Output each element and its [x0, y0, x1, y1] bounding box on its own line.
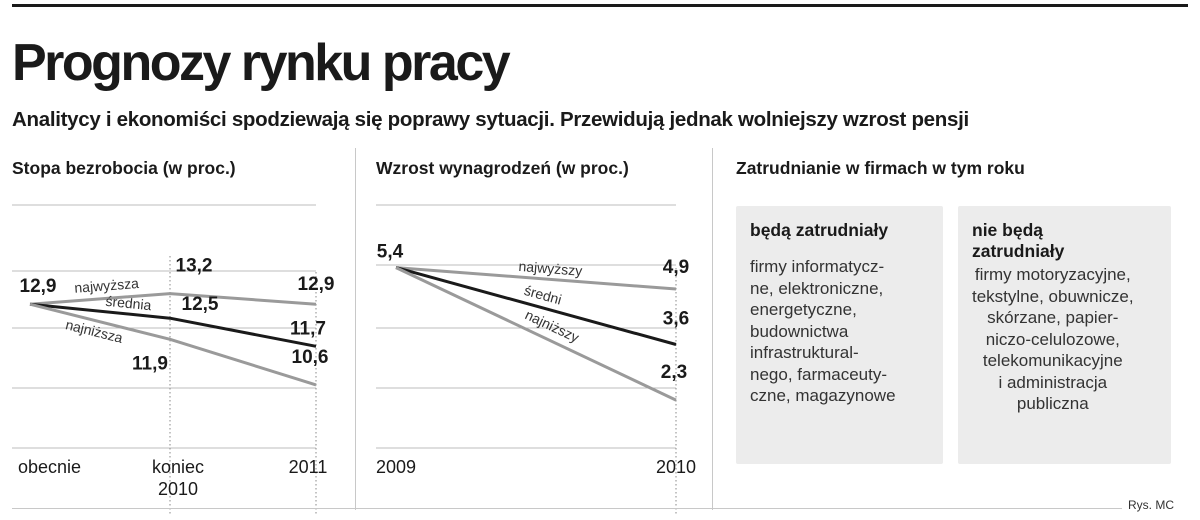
will-not-hire-line: i administracja — [998, 372, 1108, 392]
wages-chart: najwyższy5,44,9średni3,6najniższy2,32009… — [376, 204, 696, 516]
page-title: Prognozy rynku pracy — [12, 34, 511, 92]
will-not-hire-line: firmy motoryzacyjne, — [974, 265, 1131, 284]
series-line-1 — [29, 302, 317, 348]
will-not-hire-box: nie będą zatrudniały firmy motoryzacyjne… — [958, 206, 1171, 464]
will-hire-title: będą zatrudniały — [750, 220, 889, 240]
data-label: 12,9 — [298, 274, 335, 295]
bottom-rule — [12, 508, 1122, 509]
data-label: 2,3 — [661, 362, 687, 383]
wages-chart-title: Wzrost wynagrodzeń (w proc.) — [376, 158, 629, 178]
will-hire-line: budownictwa — [750, 321, 849, 341]
employment-heading: Zatrudnianie w firmach w tym roku — [736, 158, 1025, 178]
will-not-hire-line: niczo-celulozowe, — [985, 329, 1120, 349]
data-label: 12,9 — [20, 276, 57, 297]
series-line-2 — [395, 266, 677, 402]
x-tick-label: koniec — [152, 457, 204, 477]
data-label: 13,2 — [176, 256, 213, 277]
will-not-hire-line: telekomunikacyjne — [982, 351, 1123, 370]
will-hire-line: nego, farmaceuty- — [750, 364, 888, 384]
series-name-label: najwyższa — [74, 275, 140, 296]
x-tick-label: 2009 — [376, 457, 416, 477]
series-line-0 — [395, 266, 677, 291]
will-not-hire-line: publiczna — [1016, 394, 1089, 413]
will-hire-line: infrastruktural- — [750, 343, 859, 362]
series-name-label: najwyższy — [518, 258, 583, 279]
data-label: 11,9 — [132, 353, 168, 374]
x-tick-label: obecnie — [18, 457, 81, 477]
will-not-hire-line: tekstylne, obuwnicze, — [972, 286, 1134, 306]
will-not-hire-line: skórzane, papier- — [987, 308, 1119, 327]
panel-divider-1 — [355, 148, 356, 510]
page-subtitle: Analitycy i ekonomiści spodziewają się p… — [12, 108, 969, 131]
top-rule — [12, 4, 1188, 7]
series-line-1 — [395, 266, 677, 346]
will-not-hire-title: nie będą zatrudniały — [972, 220, 1064, 262]
data-label: 3,6 — [663, 309, 689, 330]
data-label: 5,4 — [377, 242, 404, 263]
will-hire-sectors: firmy informatycz- ne, elektroniczne, en… — [750, 256, 896, 407]
data-label: 12,5 — [182, 294, 219, 315]
x-tick-label: 2010 — [158, 479, 198, 499]
will-not-hire-title-line: zatrudniały — [972, 241, 1065, 261]
will-not-hire-title-line: nie będą — [972, 220, 1043, 240]
series-line-0 — [29, 292, 317, 306]
panel-divider-2 — [712, 148, 713, 510]
credit: Rys. MC — [1128, 498, 1174, 512]
will-hire-line: ne, elektroniczne, — [750, 278, 884, 298]
x-tick-label: 2011 — [289, 457, 328, 477]
data-label: 4,9 — [663, 257, 689, 278]
will-hire-line: firmy informatycz- — [750, 257, 885, 276]
will-hire-box: będą zatrudniały firmy informatycz- ne, … — [736, 206, 943, 464]
series-name-label: najniższy — [523, 306, 582, 345]
will-hire-line: energetyczne, — [750, 300, 857, 319]
series-name-label: średnia — [105, 293, 152, 314]
will-not-hire-sectors: firmy motoryzacyjne, tekstylne, obuwnicz… — [972, 264, 1134, 415]
data-label: 10,6 — [292, 347, 329, 368]
x-tick-label: 2010 — [656, 457, 696, 477]
unemployment-chart-title: Stopa bezrobocia (w proc.) — [12, 158, 236, 178]
data-label: 11,7 — [290, 318, 326, 339]
will-hire-line: czne, magazynowe — [750, 386, 896, 405]
series-line-2 — [29, 302, 317, 387]
